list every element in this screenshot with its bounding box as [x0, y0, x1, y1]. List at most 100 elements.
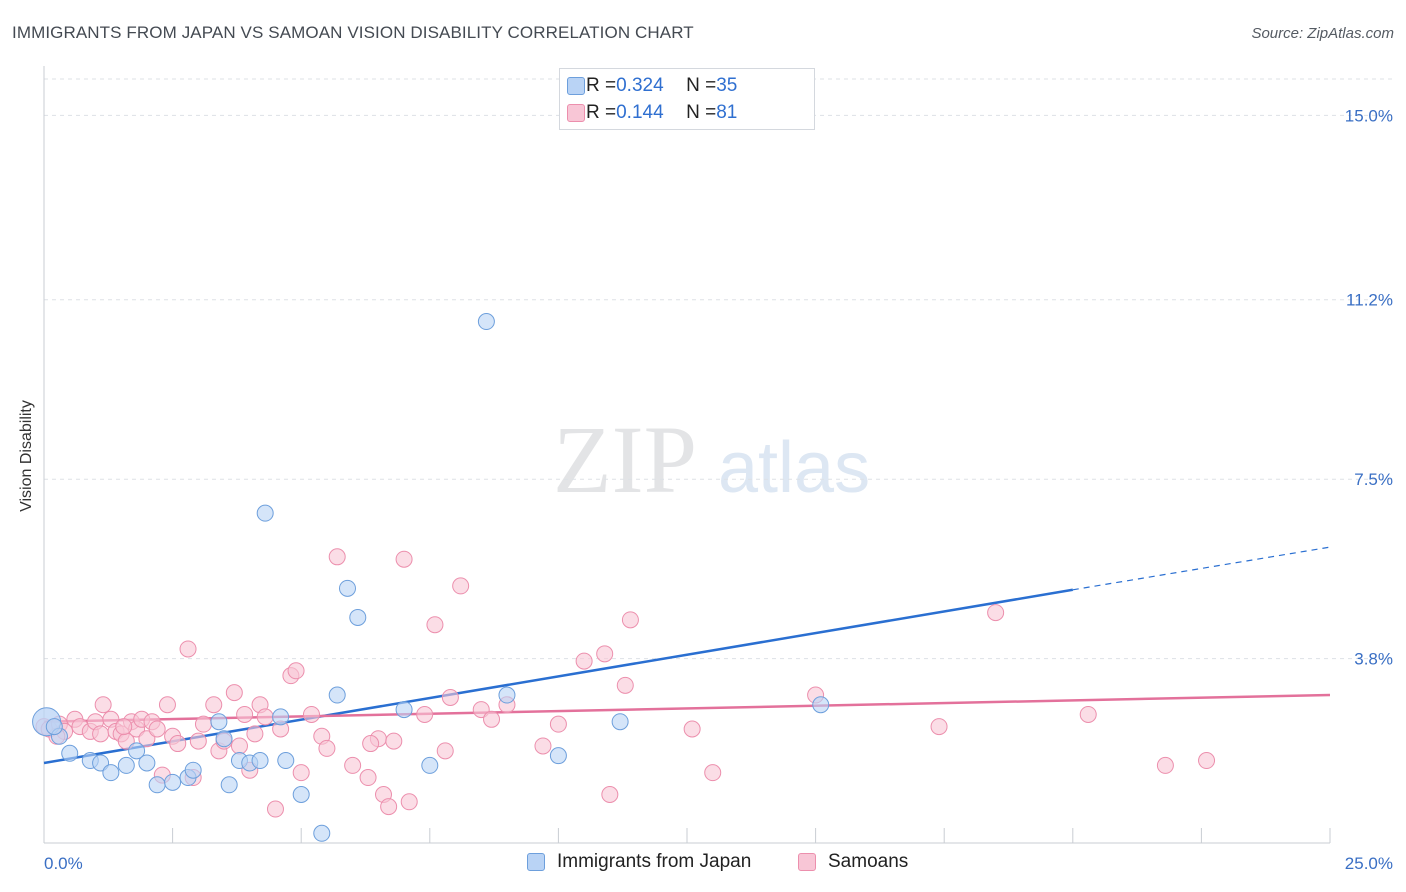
series-legend-label-japan: Immigrants from Japan — [557, 851, 752, 872]
data-point-samoan — [596, 645, 614, 663]
data-point-japan — [313, 824, 331, 842]
data-point-samoan — [194, 715, 212, 733]
data-point-japan — [477, 313, 495, 331]
data-point-samoan — [328, 548, 346, 566]
data-point-japan — [148, 776, 166, 794]
chart-title: IMMIGRANTS FROM JAPAN VS SAMOAN VISION D… — [12, 23, 694, 42]
data-point-samoan — [549, 715, 567, 733]
legend-swatch-samoan — [567, 104, 585, 122]
data-point-samoan — [930, 718, 948, 736]
data-point-samoan — [704, 764, 722, 782]
data-point-japan — [220, 776, 238, 794]
y-tick-label: 15.0% — [1345, 106, 1393, 125]
data-point-samoan — [359, 769, 377, 787]
data-point-samoan — [236, 705, 254, 723]
data-point-samoan — [344, 756, 362, 774]
data-point-japan — [421, 756, 439, 774]
data-point-japan — [210, 713, 228, 731]
y-tick-label: 11.2% — [1346, 291, 1393, 310]
x-tick-labels: 0.0% 25.0% — [44, 854, 1393, 873]
x-tick-label: 0.0% — [44, 854, 83, 873]
data-point-samoan — [92, 725, 110, 743]
data-point-japan — [277, 752, 295, 770]
data-point-samoan — [287, 662, 305, 680]
data-point-samoan — [362, 735, 380, 753]
data-point-samoan — [148, 720, 166, 738]
legend-r-value-samoan: 0.144 — [616, 102, 664, 123]
data-point-samoan — [400, 793, 418, 811]
data-point-samoan — [683, 720, 701, 738]
data-point-japan — [256, 504, 274, 522]
data-point-samoan — [1198, 752, 1216, 770]
data-point-samoan — [385, 732, 403, 750]
trend-line-japan-extension — [1072, 546, 1331, 591]
data-point-samoan — [621, 611, 639, 629]
data-point-samoan — [266, 800, 284, 818]
legend-r-label-japan: R = — [586, 75, 617, 96]
data-point-japan — [498, 686, 516, 704]
series-legend-samoan[interactable]: Samoans — [798, 851, 908, 873]
data-point-japan — [549, 747, 567, 765]
data-point-samoan — [534, 737, 552, 755]
legend-r-value-japan: 0.324 — [616, 75, 664, 96]
chart-source: Source: ZipAtlas.com — [1251, 25, 1394, 42]
data-point-samoan — [452, 577, 470, 595]
data-point-samoan — [616, 676, 634, 694]
data-point-samoan — [179, 640, 197, 658]
data-point-samoan — [575, 652, 593, 670]
data-point-samoan — [158, 696, 176, 714]
data-point-samoan — [230, 737, 248, 755]
data-point-japan — [61, 744, 79, 762]
y-tick-label: 3.8% — [1354, 650, 1393, 669]
data-point-japan — [45, 718, 63, 736]
data-point-japan — [102, 764, 120, 782]
data-point-samoan — [483, 710, 501, 728]
data-point-japan — [338, 579, 356, 597]
legend-row-samoan: R = 0.144 N = 81 — [567, 101, 738, 125]
y-tick-label: 7.5% — [1354, 470, 1393, 489]
data-point-japan — [395, 701, 413, 719]
x-tick-label: 25.0% — [1345, 854, 1393, 873]
data-point-japan — [164, 773, 182, 791]
data-point-samoan — [1156, 756, 1174, 774]
data-point-samoan — [246, 725, 264, 743]
data-point-japan — [117, 756, 135, 774]
trend-line-japan — [43, 588, 1074, 765]
legend-row-japan: R = 0.324 N = 35 — [567, 74, 737, 98]
data-point-samoan — [1079, 705, 1097, 723]
correlation-legend: R = 0.324 N = 35 R = 0.144 N = 81 — [559, 68, 815, 130]
data-point-japan — [812, 696, 830, 714]
data-point-japan — [215, 730, 233, 748]
data-point-samoan — [318, 739, 336, 757]
data-point-japan — [349, 608, 367, 626]
data-point-samoan — [189, 732, 207, 750]
data-point-samoan — [256, 708, 274, 726]
data-point-japan — [328, 686, 346, 704]
data-point-samoan — [169, 735, 187, 753]
series-legend-swatch-samoan — [798, 853, 816, 871]
grid-lines — [44, 78, 1395, 660]
data-points — [32, 313, 1216, 842]
data-point-samoan — [416, 705, 434, 723]
legend-n-value-samoan: 81 — [716, 102, 738, 123]
data-point-samoan — [395, 550, 413, 568]
data-point-samoan — [426, 616, 444, 634]
series-legend-japan[interactable]: Immigrants from Japan — [527, 851, 751, 873]
data-point-japan — [128, 742, 146, 760]
data-point-samoan — [987, 604, 1005, 622]
data-point-samoan — [225, 684, 243, 702]
legend-n-label-japan: N = — [686, 75, 717, 96]
series-legend: Immigrants from Japan Samoans — [0, 851, 1406, 877]
data-point-samoan — [441, 688, 459, 706]
data-point-samoan — [601, 785, 619, 803]
data-point-samoan — [292, 764, 310, 782]
data-point-japan — [272, 708, 290, 726]
data-point-samoan — [380, 798, 398, 816]
data-point-samoan — [436, 742, 454, 760]
data-point-japan — [138, 754, 156, 772]
data-point-samoan — [94, 696, 112, 714]
legend-swatch-japan — [567, 77, 585, 95]
data-point-samoan — [115, 718, 133, 736]
legend-n-label-samoan: N = — [686, 102, 717, 123]
